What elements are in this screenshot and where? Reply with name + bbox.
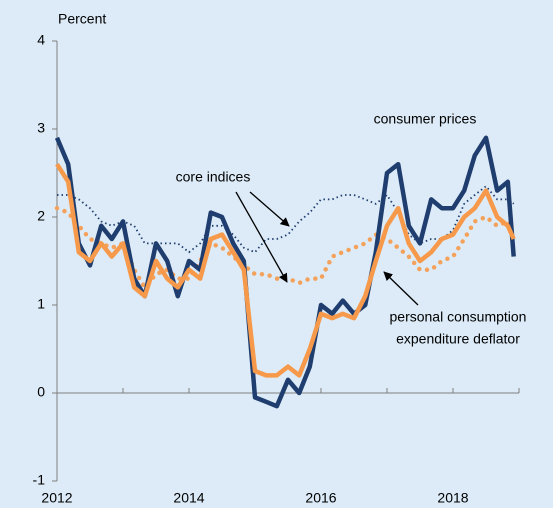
y-tick-label: 1: [37, 296, 45, 312]
annotation: personal consumption: [390, 309, 527, 325]
y-tick-label: -1: [33, 472, 46, 488]
x-tick-label: 2012: [41, 490, 72, 506]
x-tick-label: 2014: [173, 490, 204, 506]
y-tick-label: 4: [37, 32, 45, 48]
arrow: [383, 271, 419, 306]
annotation: consumer prices: [374, 111, 477, 127]
arrow: [249, 191, 290, 227]
plot-area: [52, 40, 520, 482]
arrow: [235, 191, 288, 283]
line-series: [55, 162, 516, 378]
y-axis-label: Percent: [58, 11, 106, 27]
annotation: expenditure deflator: [396, 331, 520, 347]
y-tick-label: 0: [37, 384, 45, 400]
y-tick-label: 2: [37, 208, 45, 224]
y-tick-label: 3: [37, 120, 45, 136]
annotation: core indices: [176, 169, 251, 185]
x-tick-label: 2016: [305, 490, 336, 506]
x-tick-label: 2018: [437, 490, 468, 506]
